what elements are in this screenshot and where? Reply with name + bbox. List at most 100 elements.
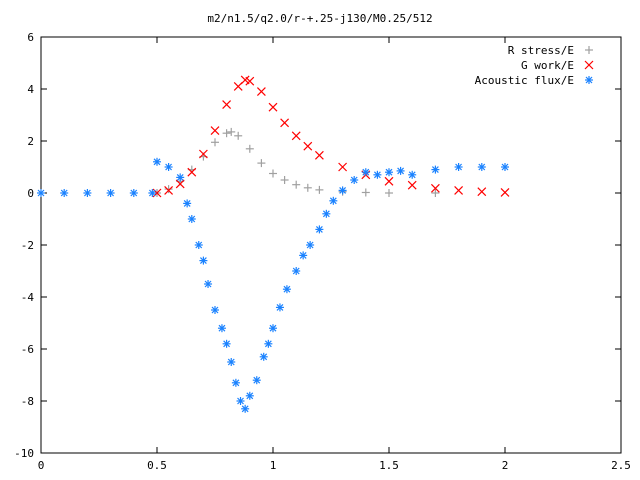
- x-tick-label: 2.5: [611, 459, 631, 472]
- data-point: [37, 189, 45, 197]
- data-point: [211, 306, 219, 314]
- data-point: [292, 180, 301, 189]
- data-point: [210, 126, 220, 136]
- data-point: [384, 176, 394, 186]
- data-point: [477, 163, 486, 171]
- axis-ticks: 0 0.5 1 1.5 2 2.5 -10 -8 -6 -4 -2 0 2 4 6: [14, 31, 631, 472]
- data-point: [164, 185, 174, 195]
- data-point: [198, 149, 208, 159]
- data-point: [175, 179, 185, 189]
- data-point: [227, 358, 236, 366]
- y-tick-label: -4: [21, 291, 35, 304]
- data-point: [396, 166, 405, 175]
- data-point: [306, 241, 315, 249]
- data-point: [454, 163, 463, 171]
- y-tick-label: 4: [27, 83, 34, 96]
- y-tick-label: 2: [27, 135, 34, 148]
- data-point: [217, 324, 226, 333]
- data-point: [211, 138, 219, 147]
- x-tick-label: 1: [270, 459, 277, 472]
- data-point: [199, 256, 208, 265]
- x-tick-label: 1.5: [379, 459, 399, 472]
- plot-frame: [40, 36, 622, 454]
- data-point: [245, 76, 255, 86]
- data-point: [222, 129, 231, 138]
- data-point: [385, 168, 393, 177]
- y-tick-label: -6: [21, 343, 34, 356]
- data-point: [338, 186, 347, 195]
- data-point: [183, 199, 192, 208]
- series-plus: [153, 127, 440, 197]
- data-point: [477, 187, 487, 197]
- y-tick-label: -10: [14, 447, 34, 460]
- data-point: [408, 170, 417, 179]
- data-point: [275, 303, 284, 312]
- data-point: [106, 189, 115, 197]
- data-point: [385, 189, 393, 197]
- y-tick-label: -8: [21, 395, 34, 408]
- data-point: [245, 391, 254, 400]
- data-point: [268, 102, 278, 112]
- data-point: [60, 189, 69, 197]
- y-tick-label: 0: [27, 187, 34, 200]
- data-point: [407, 180, 417, 190]
- data-point: [431, 165, 440, 174]
- data-point: [338, 162, 348, 172]
- chart-title: m2/n1.5/q2.0/r-+.25-j130/M0.25/512: [207, 12, 432, 25]
- data-point: [500, 188, 510, 197]
- data-point: [350, 176, 359, 184]
- data-point: [252, 376, 261, 385]
- data-point: [315, 185, 324, 194]
- legend-marker: [585, 46, 593, 54]
- data-point: [361, 188, 370, 197]
- data-point: [164, 163, 173, 171]
- series-star: [37, 157, 509, 413]
- legend-label: Acoustic flux/E: [475, 74, 574, 87]
- data-point: [233, 81, 243, 91]
- data-point: [315, 225, 324, 234]
- x-tick-label: 0: [38, 459, 45, 472]
- data-point: [269, 169, 277, 178]
- data-point: [164, 185, 173, 194]
- x-tick-label: 0.5: [147, 459, 167, 472]
- data-point: [245, 144, 254, 153]
- data-point: [431, 189, 440, 197]
- data-point: [329, 196, 338, 205]
- data-point: [303, 141, 313, 151]
- data-point: [264, 339, 273, 348]
- data-point: [430, 183, 440, 193]
- data-point: [361, 168, 370, 177]
- legend-label: G work/E: [521, 59, 574, 72]
- data-point: [256, 87, 266, 97]
- data-point: [153, 157, 161, 166]
- legend: R stress/E G work/E Acoustic flux/E: [475, 44, 594, 87]
- x-tick-label: 2: [502, 459, 509, 472]
- data-point: [129, 189, 138, 197]
- data-point: [222, 339, 231, 348]
- data-point: [373, 170, 382, 179]
- data-point: [322, 209, 331, 218]
- data-point: [257, 159, 266, 168]
- data-marks: [37, 75, 510, 413]
- data-point: [454, 185, 464, 195]
- data-point: [187, 215, 196, 223]
- data-point: [83, 189, 92, 197]
- data-point: [280, 118, 290, 128]
- data-point: [236, 397, 245, 405]
- data-point: [241, 404, 250, 413]
- data-point: [280, 176, 289, 184]
- legend-marker: [585, 76, 593, 84]
- data-point: [292, 267, 301, 275]
- data-point: [231, 378, 240, 387]
- data-point: [187, 167, 197, 177]
- legend-marker: [584, 60, 594, 70]
- data-point: [148, 189, 157, 197]
- data-point: [194, 241, 203, 249]
- data-point: [501, 163, 509, 171]
- data-point: [204, 280, 213, 288]
- y-tick-label: 6: [27, 31, 34, 44]
- legend-label: R stress/E: [508, 44, 574, 57]
- y-tick-label: -2: [21, 239, 34, 252]
- data-point: [176, 173, 185, 182]
